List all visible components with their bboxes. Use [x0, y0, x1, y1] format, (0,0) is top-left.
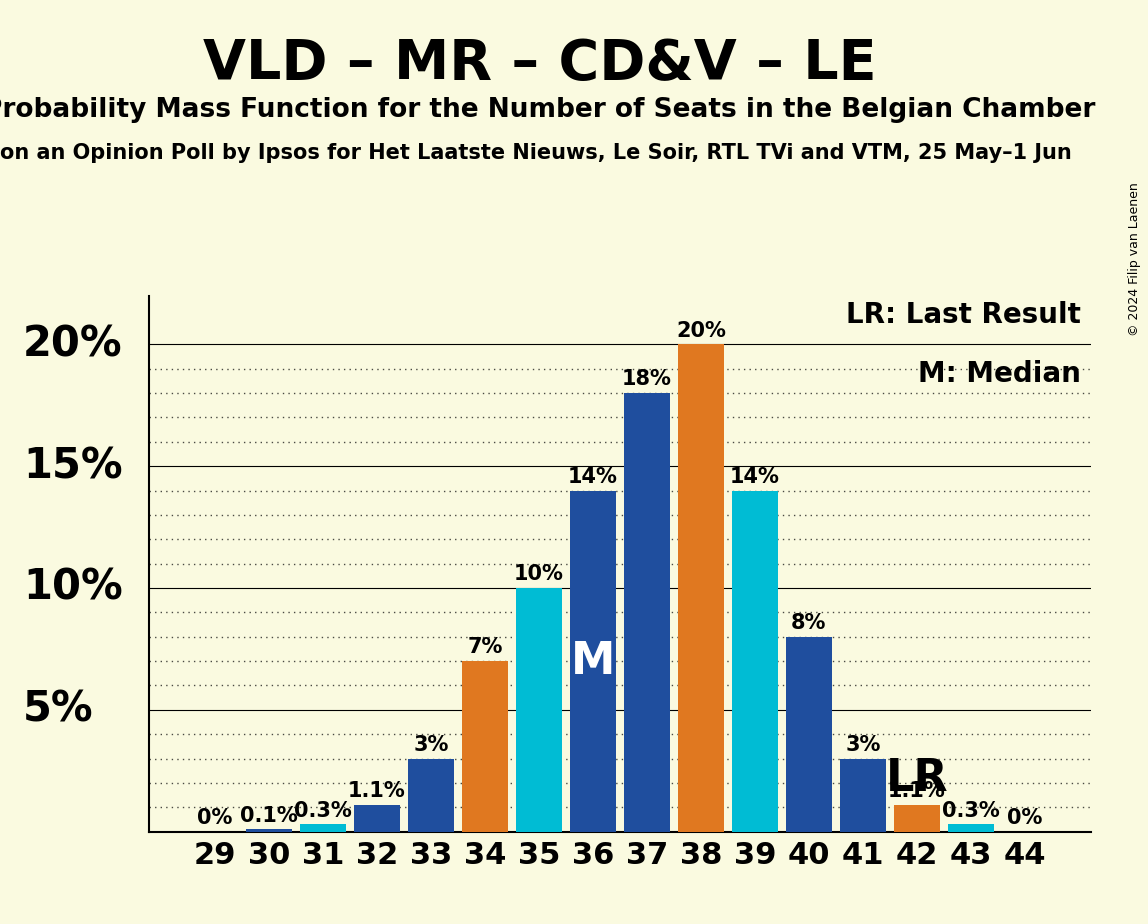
- Text: Probability Mass Function for the Number of Seats in the Belgian Chamber: Probability Mass Function for the Number…: [0, 97, 1095, 123]
- Text: 3%: 3%: [845, 735, 881, 755]
- Text: 1.1%: 1.1%: [889, 781, 946, 801]
- Bar: [408, 759, 453, 832]
- Bar: [625, 393, 670, 832]
- Text: 18%: 18%: [622, 370, 672, 390]
- Text: LR: LR: [885, 757, 948, 799]
- Text: on an Opinion Poll by Ipsos for Het Laatste Nieuws, Le Soir, RTL TVi and VTM, 25: on an Opinion Poll by Ipsos for Het Laat…: [0, 143, 1072, 164]
- Bar: [678, 345, 724, 832]
- Text: 10%: 10%: [514, 565, 564, 584]
- Bar: [569, 491, 615, 832]
- Text: VLD – MR – CD&V – LE: VLD – MR – CD&V – LE: [203, 37, 876, 91]
- Bar: [840, 759, 886, 832]
- Bar: [300, 824, 346, 832]
- Text: 14%: 14%: [568, 467, 618, 487]
- Bar: [461, 661, 507, 832]
- Bar: [732, 491, 778, 832]
- Text: 7%: 7%: [467, 638, 503, 658]
- Text: 14%: 14%: [730, 467, 779, 487]
- Text: 0%: 0%: [197, 808, 233, 828]
- Text: 15%: 15%: [23, 445, 123, 487]
- Text: 0%: 0%: [1007, 808, 1042, 828]
- Text: 8%: 8%: [791, 613, 827, 633]
- Bar: [894, 805, 940, 832]
- Text: 10%: 10%: [23, 567, 123, 609]
- Text: 1.1%: 1.1%: [348, 781, 406, 801]
- Text: M: Median: M: Median: [918, 360, 1081, 388]
- Bar: [246, 829, 292, 832]
- Text: 0.1%: 0.1%: [240, 806, 297, 825]
- Text: 0.3%: 0.3%: [294, 800, 351, 821]
- Text: 20%: 20%: [676, 321, 726, 341]
- Text: 0.3%: 0.3%: [943, 800, 1000, 821]
- Text: 5%: 5%: [23, 688, 94, 731]
- Bar: [515, 588, 561, 832]
- Text: © 2024 Filip van Laenen: © 2024 Filip van Laenen: [1127, 182, 1141, 335]
- Text: 3%: 3%: [413, 735, 449, 755]
- Bar: [948, 824, 994, 832]
- Text: M: M: [571, 639, 615, 683]
- Text: LR: Last Result: LR: Last Result: [846, 301, 1081, 329]
- Text: 20%: 20%: [23, 323, 123, 365]
- Bar: [786, 637, 832, 832]
- Bar: [354, 805, 400, 832]
